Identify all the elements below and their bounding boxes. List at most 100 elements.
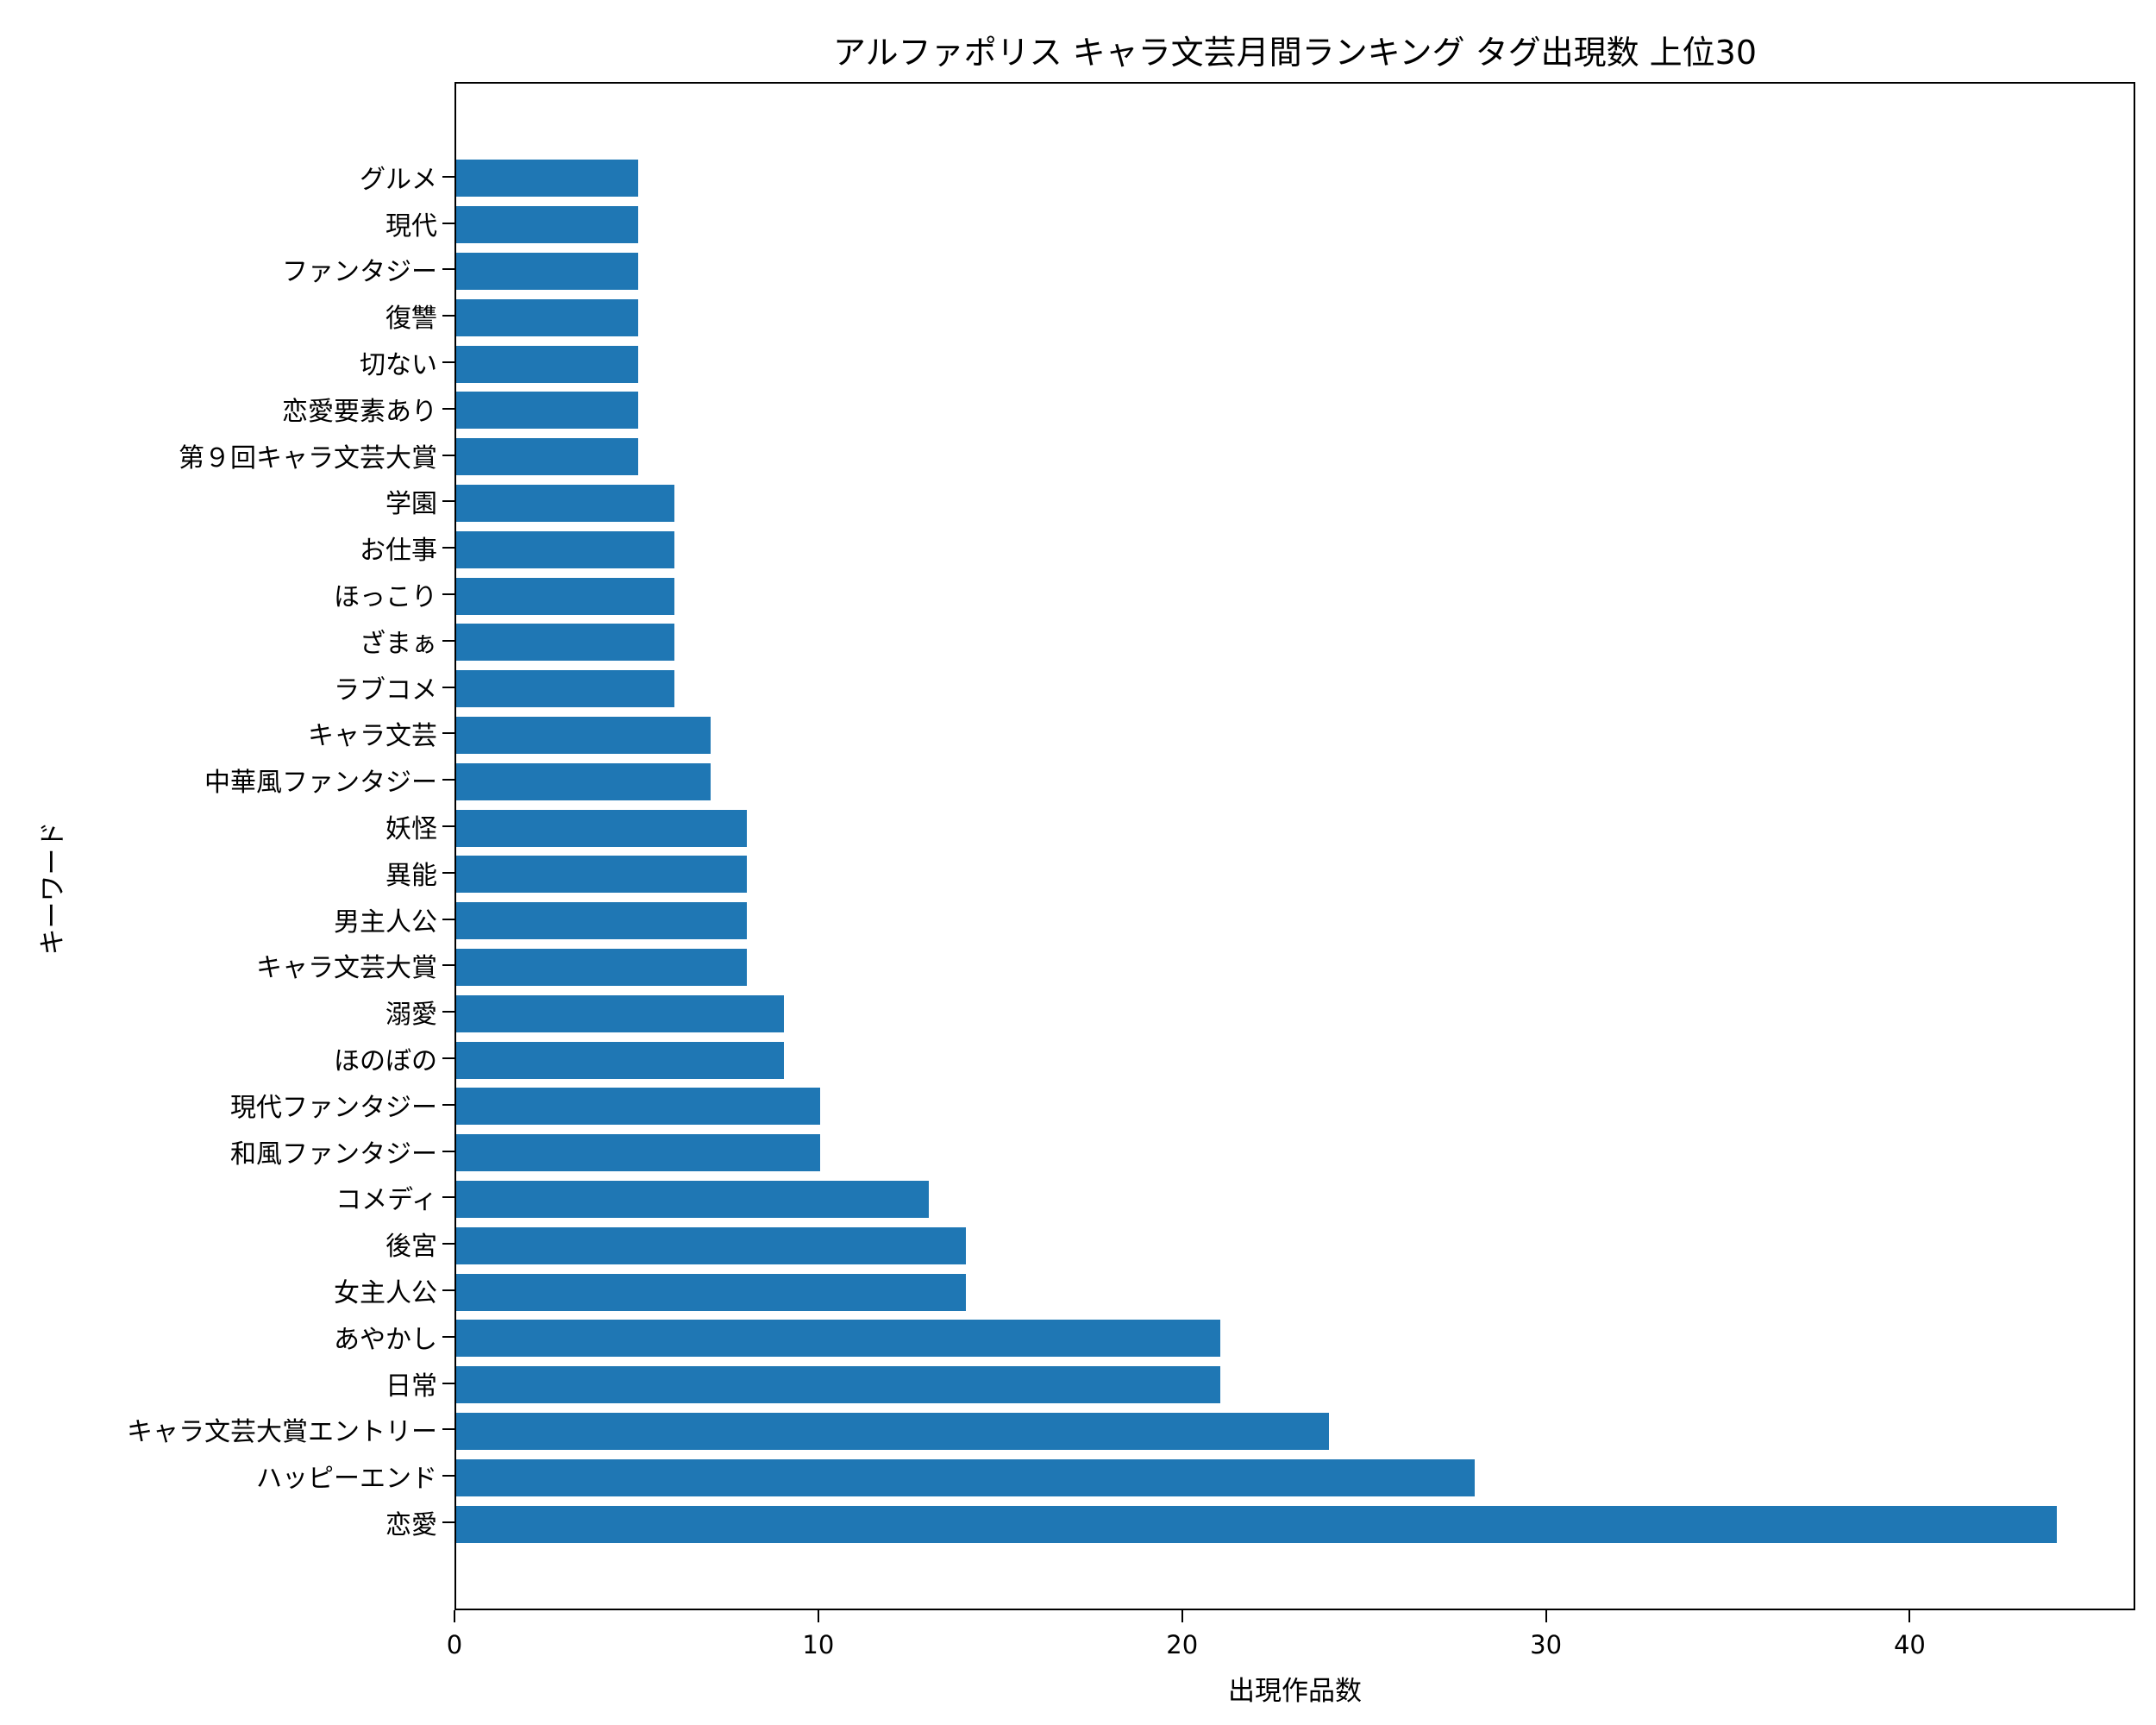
bar — [456, 1226, 966, 1264]
y-tick-label: 異能 — [385, 860, 437, 891]
y-tick — [442, 639, 454, 642]
y-tick-label: 日常 — [385, 1371, 437, 1402]
y-tick — [442, 361, 454, 363]
y-tick — [442, 825, 454, 827]
bar — [456, 298, 638, 336]
y-tick — [442, 1057, 454, 1059]
y-tick-label: 妖怪 — [385, 814, 437, 844]
bar — [456, 1412, 1330, 1450]
y-tick-label: グルメ — [360, 164, 437, 195]
y-tick — [442, 732, 454, 735]
bar — [456, 1366, 1220, 1404]
bar — [456, 948, 748, 986]
y-tick — [442, 315, 454, 317]
bar — [456, 1088, 820, 1126]
y-tick — [442, 1289, 454, 1291]
x-tick — [1908, 1610, 1911, 1622]
x-tick — [1545, 1610, 1547, 1622]
y-tick — [442, 686, 454, 688]
y-tick — [442, 1243, 454, 1245]
bar — [456, 902, 748, 940]
y-tick — [442, 779, 454, 781]
bar — [456, 484, 675, 522]
y-tick-label: 第９回キャラ文芸大賞 — [179, 442, 437, 474]
bar — [456, 716, 711, 754]
y-tick-label: キャラ文芸大賞エントリー — [127, 1417, 437, 1448]
y-tick-label: ほっこり — [334, 582, 437, 612]
bar — [456, 530, 675, 568]
y-tick-label: 女主人公 — [334, 1278, 437, 1308]
y-tick-label: あやかし — [334, 1324, 437, 1355]
y-tick-label: 後宮 — [385, 1232, 437, 1263]
bar — [456, 160, 638, 198]
x-tick-label: 40 — [1893, 1630, 1926, 1659]
bar — [456, 856, 748, 894]
y-tick-label: 復讐 — [385, 304, 437, 335]
bar — [456, 1458, 1476, 1496]
bar — [456, 1041, 784, 1079]
x-axis-title: 出現作品数 — [1228, 1676, 1362, 1707]
y-tick-label: 学園 — [385, 489, 437, 520]
bar — [456, 994, 784, 1032]
y-tick-label: 中華風ファンタジー — [204, 768, 437, 799]
bar — [456, 1320, 1220, 1358]
x-tick — [454, 1610, 455, 1622]
y-tick-label: 恋愛 — [385, 1510, 437, 1540]
y-tick — [442, 1103, 454, 1106]
y-tick — [442, 964, 454, 967]
y-tick — [442, 1428, 454, 1431]
bar — [456, 762, 711, 800]
y-tick — [442, 1335, 454, 1338]
bar — [456, 438, 638, 476]
y-tick — [442, 918, 454, 920]
x-tick-label: 20 — [1166, 1630, 1199, 1659]
bar — [456, 1134, 820, 1172]
y-tick — [442, 871, 454, 874]
x-tick-label: 10 — [802, 1630, 835, 1659]
y-tick — [442, 547, 454, 549]
y-tick — [442, 1521, 454, 1523]
y-tick — [442, 1150, 454, 1152]
plot-area — [454, 82, 2135, 1610]
y-tick-label: ラブコメ — [334, 674, 437, 706]
y-tick — [442, 222, 454, 224]
y-tick-label: ファンタジー — [282, 257, 437, 288]
y-tick-label: キャラ文芸 — [308, 721, 437, 752]
y-tick — [442, 1382, 454, 1384]
bar — [456, 624, 675, 662]
y-tick-label: コメディ — [335, 1185, 437, 1216]
y-tick-label: ハッピーエンド — [256, 1464, 437, 1495]
y-tick — [442, 407, 454, 410]
y-tick-label: お仕事 — [360, 536, 437, 567]
bar — [456, 1505, 2058, 1543]
x-tick-label: 30 — [1530, 1630, 1563, 1659]
y-tick — [442, 500, 454, 503]
bar — [456, 809, 748, 847]
y-tick-label: キャラ文芸大賞 — [256, 953, 437, 984]
bar — [456, 206, 638, 244]
bar — [456, 1180, 930, 1218]
y-tick — [442, 1475, 454, 1477]
y-tick-label: 現代 — [385, 210, 437, 242]
x-tick — [1181, 1610, 1183, 1622]
x-tick — [817, 1610, 819, 1622]
y-tick-label: ほのぼの — [334, 1046, 437, 1076]
bar — [456, 345, 638, 383]
chart-title: アルファポリス キャラ文芸月間ランキング タグ出現数 上位30 — [832, 34, 1758, 72]
y-axis-title: キーワード — [37, 821, 69, 956]
bar — [456, 577, 675, 615]
y-tick — [442, 268, 454, 271]
y-tick — [442, 1011, 454, 1013]
y-tick — [442, 593, 454, 595]
y-tick-label: 恋愛要素あり — [282, 396, 437, 427]
y-tick-label: 男主人公 — [334, 906, 437, 938]
x-tick-label: 0 — [446, 1630, 463, 1659]
y-tick-label: 現代ファンタジー — [230, 1092, 437, 1123]
y-tick — [442, 1196, 454, 1199]
y-tick-label: 溺愛 — [385, 1000, 437, 1031]
bar — [456, 392, 638, 430]
y-tick-label: 切ない — [360, 350, 437, 380]
y-tick — [442, 454, 454, 456]
bar — [456, 252, 638, 290]
y-tick — [442, 175, 454, 178]
